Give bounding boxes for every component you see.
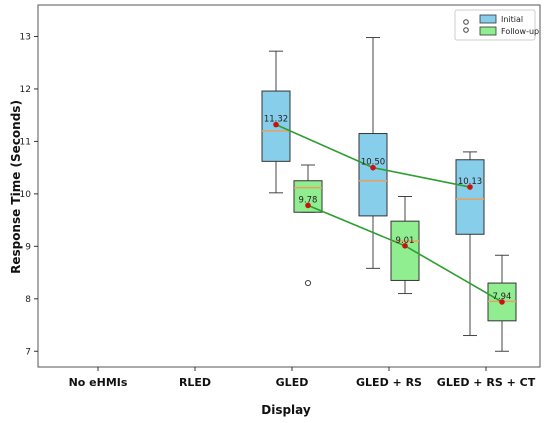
- x-axis: No eHMIs RLED GLED GLED + RS GLED + RS + CT: [69, 367, 536, 389]
- legend-swatch: [479, 14, 497, 24]
- legend-frame: [454, 9, 536, 41]
- x-category-label: GLED + RS: [356, 376, 422, 389]
- mean-marker: [273, 121, 279, 128]
- outlier-point: [304, 279, 312, 287]
- mean-value-label: 10.13: [458, 177, 482, 187]
- y-tick-label: 7: [25, 347, 31, 357]
- mean-marker: [402, 243, 408, 249]
- x-category-label: No eHMIs: [69, 376, 128, 389]
- mean-marker: [370, 164, 376, 171]
- y-axis-title: Response Time (Seconds): [9, 100, 23, 274]
- x-category-label: GLED: [276, 376, 309, 389]
- x-axis-title: Display: [261, 403, 311, 417]
- boxes-layer: [261, 37, 517, 352]
- y-axis: 7 8 9 10 11 12 13: [20, 32, 38, 357]
- outlier-point: [463, 19, 469, 25]
- x-category-label: RLED: [179, 376, 211, 389]
- outlier-point: [463, 27, 469, 33]
- box-iqr: [358, 133, 388, 217]
- box-initial-4: [455, 151, 485, 337]
- mean-marker: [305, 202, 311, 209]
- mean-value-label: 9.78: [299, 195, 318, 205]
- legend: Initial Follow-up: [454, 9, 539, 41]
- box-initial-3: [358, 37, 388, 269]
- y-tick-label: 10: [20, 190, 32, 200]
- mean-value-label: 10.50: [361, 158, 385, 168]
- y-tick-label: 8: [25, 295, 31, 305]
- mean-markers-layer: 11.32 10.50 10.13 9.78 9.01 7.94: [264, 115, 512, 305]
- mean-value-label: 11.32: [264, 115, 288, 125]
- plot-frame: [37, 4, 541, 368]
- mean-marker: [499, 299, 505, 305]
- mean-value-label: 7.94: [493, 292, 512, 302]
- box-iqr: [455, 159, 485, 235]
- plot-frame-layer: [37, 4, 541, 368]
- y-tick-label: 11: [20, 137, 31, 147]
- legend-label: Follow-up: [501, 27, 539, 36]
- mean-value-label: 9.01: [396, 236, 415, 246]
- y-tick-label: 12: [20, 85, 31, 95]
- legend-swatch: [479, 26, 497, 36]
- y-tick-label: 13: [20, 32, 31, 42]
- mean-marker: [467, 184, 473, 190]
- legend-label: Initial: [501, 15, 523, 24]
- x-category-label: GLED + RS + CT: [437, 376, 536, 389]
- y-tick-label: 9: [25, 242, 31, 252]
